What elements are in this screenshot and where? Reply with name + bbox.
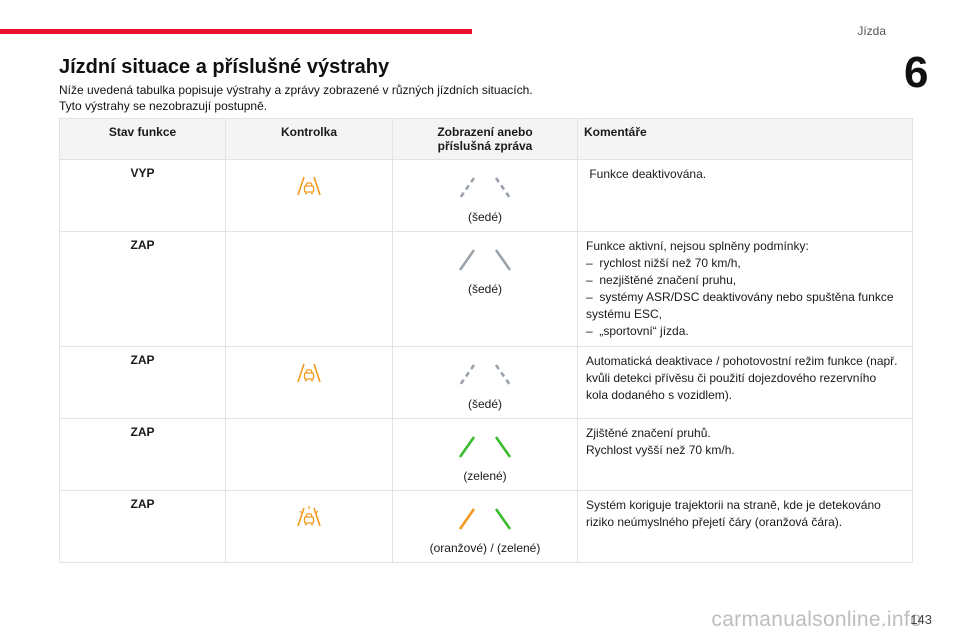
- display-cell: (oranžové) / (zelené): [392, 490, 578, 563]
- state-cell: ZAP: [59, 418, 226, 491]
- chapter-number: 6: [904, 48, 929, 97]
- comment-line: – rychlost nižší než 70 km/h,: [586, 256, 741, 270]
- comment-line: kola dodaného s vozidlem).: [586, 388, 733, 402]
- display-cell: (šedé): [392, 159, 578, 232]
- comment-cell: Funkce aktivní, nejsou splněny podmínky:…: [577, 231, 913, 347]
- display-caption: (šedé): [467, 397, 502, 411]
- lane-display-icon: [458, 177, 512, 199]
- comment-line: Funkce aktivní, nejsou splněny podmínky:: [586, 239, 809, 253]
- state-cell: ZAP: [59, 346, 226, 419]
- table-row: ZAP (oranžové) / (zelené) Systém koriguje …: [59, 490, 913, 563]
- table-row: ZAP (šedé) Funkce aktivní, nejsou splněny …: [59, 231, 913, 347]
- indicator-cell: [225, 231, 393, 347]
- lane-display-icon: [458, 508, 512, 530]
- comment-line: systému ESC,: [586, 307, 663, 321]
- state-cell: ZAP: [59, 490, 226, 563]
- state-cell: VYP: [59, 159, 226, 232]
- warnings-table: Stav funkce Kontrolka Zobrazení anebo př…: [59, 118, 913, 563]
- comment-line: – nezjištěné značení pruhu,: [586, 273, 737, 287]
- display-cell: (šedé): [392, 346, 578, 419]
- comment-line: Automatická deaktivace / pohotovostní re…: [586, 354, 898, 368]
- display-caption: (šedé): [467, 282, 502, 296]
- header-comment: Komentáře: [577, 118, 913, 160]
- lane-warning-icon: [297, 176, 321, 196]
- watermark: carmanualsonline.info: [711, 608, 922, 631]
- lane-warning-icon: [297, 363, 321, 383]
- indicator-cell: [225, 346, 393, 419]
- comment-line: kvůli detekci přívěsu či použití dojezdo…: [586, 371, 877, 385]
- section-label: Jízda: [857, 24, 886, 38]
- display-cell: (šedé): [392, 231, 578, 347]
- table-row: ZAP (zelené) Zjištěné značení pruhů. Rychlo…: [59, 418, 913, 491]
- intro-line: Níže uvedená tabulka popisuje výstrahy a…: [59, 83, 533, 97]
- lane-display-icon: [458, 249, 512, 271]
- header-display: Zobrazení anebo příslušná zpráva: [392, 118, 578, 160]
- intro-text: Níže uvedená tabulka popisuje výstrahy a…: [59, 82, 533, 114]
- lane-display-icon: [458, 436, 512, 458]
- display-caption: (šedé): [467, 210, 502, 224]
- intro-line: Tyto výstrahy se nezobrazují postupně.: [59, 99, 268, 113]
- table-row: VYP (šedé) Funkce deaktivována.: [59, 159, 913, 232]
- comment-cell: Systém koriguje trajektorii na straně, k…: [577, 490, 913, 563]
- header-display-line: Zobrazení anebo: [437, 125, 533, 139]
- display-caption: (zelené): [463, 469, 507, 483]
- comment-line: – systémy ASR/DSC deaktivovány nebo spuš…: [586, 290, 894, 304]
- comment-line: Zjištěné značení pruhů.: [586, 426, 711, 440]
- table-header-row: Stav funkce Kontrolka Zobrazení anebo př…: [59, 118, 913, 160]
- page-number: 143: [910, 612, 932, 627]
- comment-cell: Funkce deaktivována.: [577, 159, 913, 232]
- indicator-cell: [225, 159, 393, 232]
- comment-line: Funkce deaktivována.: [586, 167, 707, 181]
- comment-line: riziko neúmyslného přejetí čáry (oranžov…: [586, 515, 843, 529]
- header-display-line: příslušná zpráva: [437, 139, 533, 153]
- lane-correcting-icon: [297, 506, 321, 527]
- comment-line: – „sportovní“ jízda.: [586, 324, 689, 338]
- comment-cell: Automatická deaktivace / pohotovostní re…: [577, 346, 913, 419]
- table-row: ZAP (šedé) Automatická deaktivace / pohoto…: [59, 346, 913, 419]
- display-cell: (zelené): [392, 418, 578, 491]
- header-indicator: Kontrolka: [225, 118, 393, 160]
- comment-line: Rychlost vyšší než 70 km/h.: [586, 443, 735, 457]
- comment-line: Systém koriguje trajektorii na straně, k…: [586, 498, 881, 512]
- display-caption: (oranžové) / (zelené): [429, 541, 541, 555]
- comment-cell: Zjištěné značení pruhů. Rychlost vyšší ne…: [577, 418, 913, 491]
- page-title: Jízdní situace a příslušné výstrahy: [59, 56, 390, 78]
- header-state: Stav funkce: [59, 118, 226, 160]
- state-cell: ZAP: [59, 231, 226, 347]
- header-accent-bar: [0, 29, 472, 34]
- indicator-cell: [225, 418, 393, 491]
- indicator-cell: [225, 490, 393, 563]
- lane-display-icon: [458, 364, 512, 386]
